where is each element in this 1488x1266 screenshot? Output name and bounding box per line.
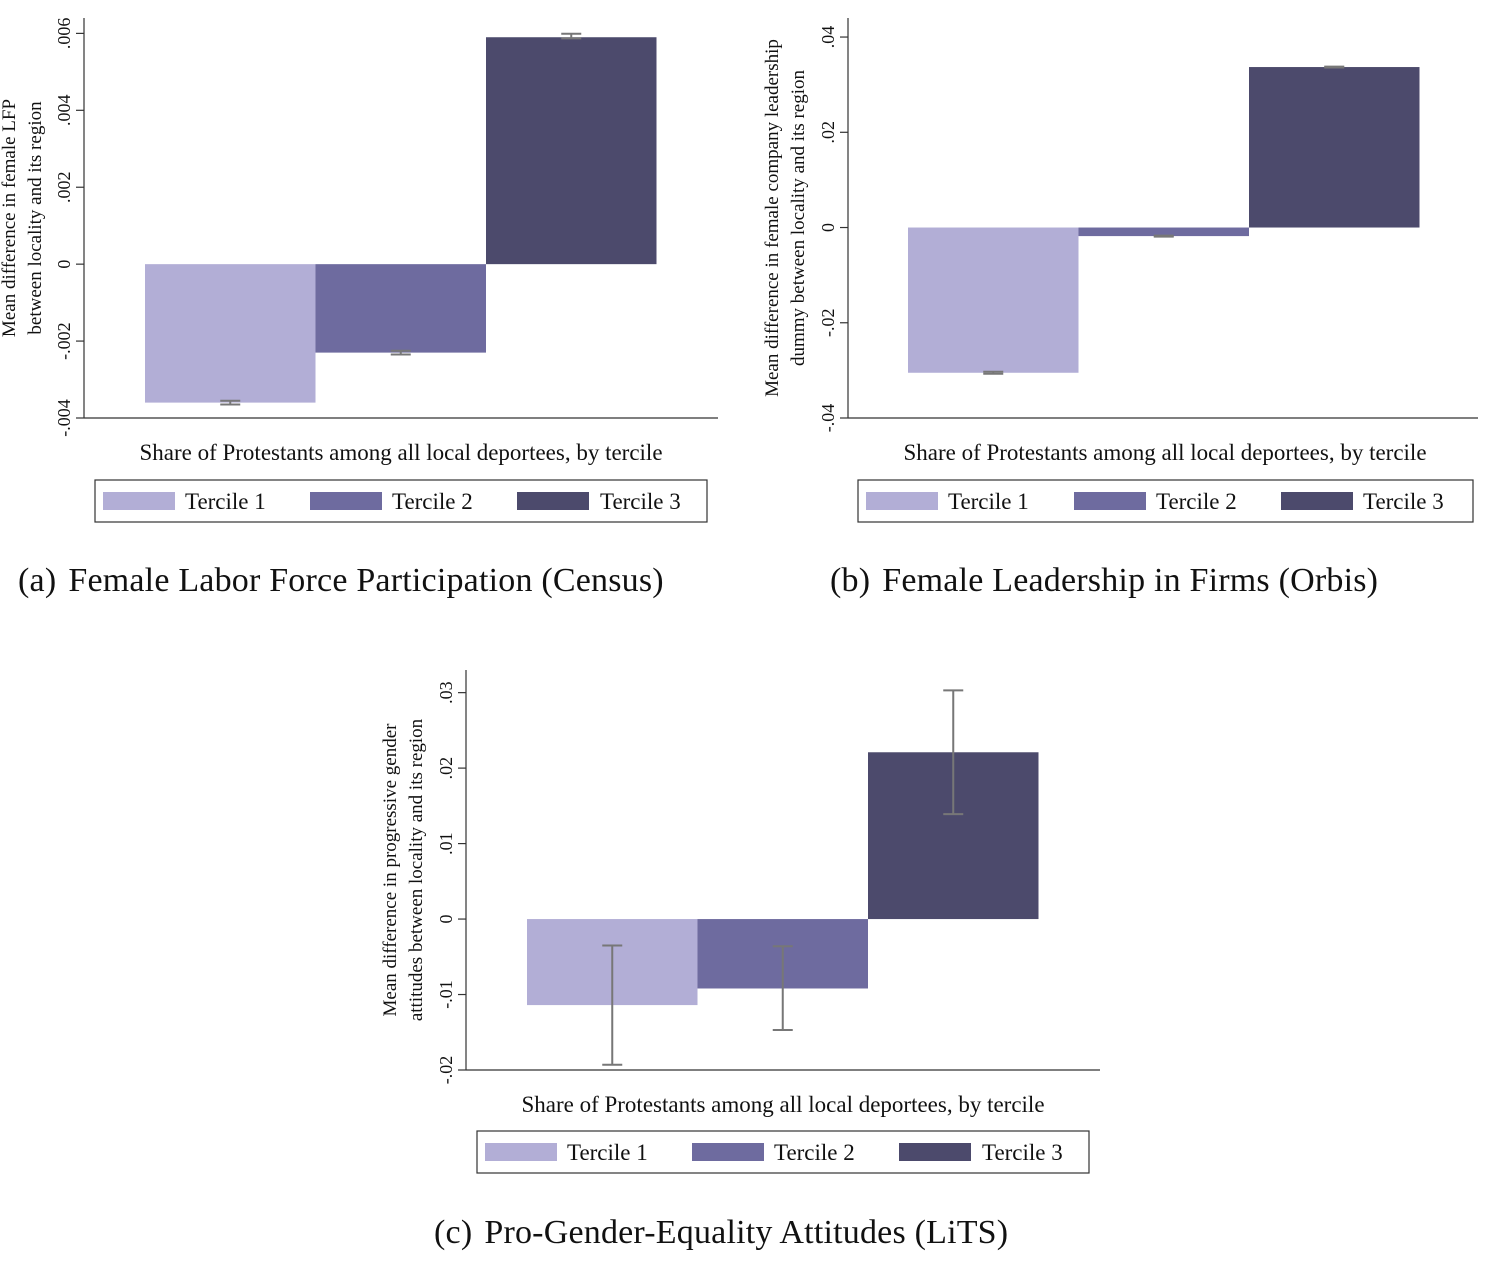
bar-tercile-2 — [315, 264, 486, 353]
legend-label-tercile-1: Tercile 1 — [567, 1140, 648, 1165]
error-bar-tercile-1 — [983, 370, 1004, 375]
error-bar-tercile-2 — [390, 349, 411, 356]
bar-tercile-2 — [1078, 227, 1249, 237]
y-tick-label: .03 — [436, 681, 456, 704]
bar-tercile-1 — [908, 227, 1079, 373]
chart-panel-b: -.04 -.02 0 .02 .04 Mean difference in female… — [744, 0, 1488, 540]
legend-label-tercile-2: Tercile 2 — [392, 489, 473, 514]
legend-box — [476, 1130, 1090, 1174]
y-tick-label: -.02 — [818, 309, 838, 338]
y-tick-label: .02 — [818, 121, 838, 144]
y-tick-label: 0 — [54, 260, 74, 269]
y-axis-title-line: Mean difference in female company leader… — [762, 39, 783, 397]
caption-b-title: Female Leadership in Firms (Orbis) — [882, 562, 1379, 599]
y-axis-title-line: dummy between locality and its region — [788, 69, 809, 366]
y-tick-label: -.04 — [818, 404, 838, 433]
y-tick-label: .02 — [436, 757, 456, 780]
y-tick-label: -.004 — [54, 399, 74, 437]
caption-a: (a) Female Labor Force Participation (Cen… — [18, 562, 664, 600]
y-tick-label: 0 — [818, 223, 838, 232]
y-axis-title-line: Mean difference in female LFP — [0, 99, 20, 337]
x-axis-title: Share of Protestants among all local dep… — [903, 440, 1426, 465]
y-axis-title-line: Mean difference in progressive gender — [380, 723, 401, 1017]
legend-swatch-tercile-1 — [103, 492, 175, 510]
legend-box — [857, 479, 1474, 523]
legend-label-tercile-3: Tercile 3 — [600, 489, 681, 514]
legend-swatch-tercile-3 — [1281, 492, 1353, 510]
y-tick-label: .002 — [54, 171, 74, 203]
chart-b-svg: -.04 -.02 0 .02 .04 Mean difference in female… — [762, 18, 1478, 523]
y-axis-title-line: between locality and its region — [25, 101, 46, 335]
y-tick-label: .006 — [54, 18, 74, 50]
legend-label-tercile-1: Tercile 1 — [185, 489, 266, 514]
caption-a-tag: (a) — [18, 562, 57, 599]
error-bar-tercile-1 — [602, 944, 623, 1066]
error-bar-tercile-2 — [772, 945, 793, 1031]
caption-a-title: Female Labor Force Participation (Census… — [68, 562, 664, 599]
y-tick-label: .004 — [54, 95, 74, 127]
x-axis-title: Share of Protestants among all local dep… — [139, 440, 662, 465]
legend-swatch-tercile-3 — [517, 492, 589, 510]
y-tick-label: 0 — [436, 915, 456, 924]
error-bar-tercile-1 — [220, 399, 241, 406]
y-axis-title-line: attitudes between locality and its regio… — [406, 718, 427, 1021]
error-bar-tercile-3 — [1324, 65, 1345, 69]
y-tick-label: .01 — [436, 832, 456, 855]
legend-swatch-tercile-2 — [310, 492, 382, 510]
legend-swatch-tercile-1 — [485, 1143, 557, 1161]
legend-label-tercile-2: Tercile 2 — [1156, 489, 1237, 514]
y-tick-label: .04 — [818, 26, 838, 49]
error-bar-tercile-3 — [943, 689, 964, 816]
legend: Tercile 1 Tercile 2 Tercile 3 — [857, 479, 1474, 523]
caption-c-title: Pro-Gender-Equality Attitudes (LiTS) — [484, 1214, 1009, 1251]
legend-label-tercile-3: Tercile 3 — [1363, 489, 1444, 514]
legend-label-tercile-1: Tercile 1 — [948, 489, 1029, 514]
legend-label-tercile-3: Tercile 3 — [982, 1140, 1063, 1165]
legend-box — [94, 479, 708, 523]
legend-swatch-tercile-3 — [899, 1143, 971, 1161]
caption-c-tag: (c) — [434, 1214, 473, 1251]
error-bar-tercile-3 — [561, 32, 582, 40]
caption-b: (b) Female Leadership in Firms (Orbis) — [830, 562, 1378, 600]
y-tick-label: -.02 — [436, 1056, 456, 1085]
legend-swatch-tercile-2 — [1074, 492, 1146, 510]
chart-panel-a: -.004 -.002 0 .002 .004 .006 Mean difference i… — [0, 0, 744, 540]
bar-tercile-3 — [1249, 67, 1420, 228]
bar-tercile-3 — [486, 37, 657, 265]
x-axis-title: Share of Protestants among all local dep… — [521, 1092, 1044, 1117]
legend-swatch-tercile-2 — [692, 1143, 764, 1161]
chart-panel-c: -.02 -.01 0 .01 .02 .03 Mean difference in pro… — [380, 650, 1120, 1190]
caption-c: (c) Pro-Gender-Equality Attitudes (LiTS) — [434, 1214, 1008, 1252]
chart-a-svg: -.004 -.002 0 .002 .004 .006 Mean difference i… — [0, 18, 718, 523]
caption-b-tag: (b) — [830, 562, 871, 599]
legend-swatch-tercile-1 — [866, 492, 938, 510]
bar-tercile-1 — [145, 264, 316, 403]
chart-c-svg: -.02 -.01 0 .01 .02 .03 Mean difference in pro… — [380, 670, 1100, 1174]
legend: Tercile 1 Tercile 2 Tercile 3 — [94, 479, 708, 523]
legend-label-tercile-2: Tercile 2 — [774, 1140, 855, 1165]
error-bar-tercile-2 — [1153, 234, 1174, 238]
legend: Tercile 1 Tercile 2 Tercile 3 — [476, 1130, 1090, 1174]
y-tick-label: -.002 — [54, 322, 74, 360]
y-tick-label: -.01 — [436, 980, 456, 1009]
